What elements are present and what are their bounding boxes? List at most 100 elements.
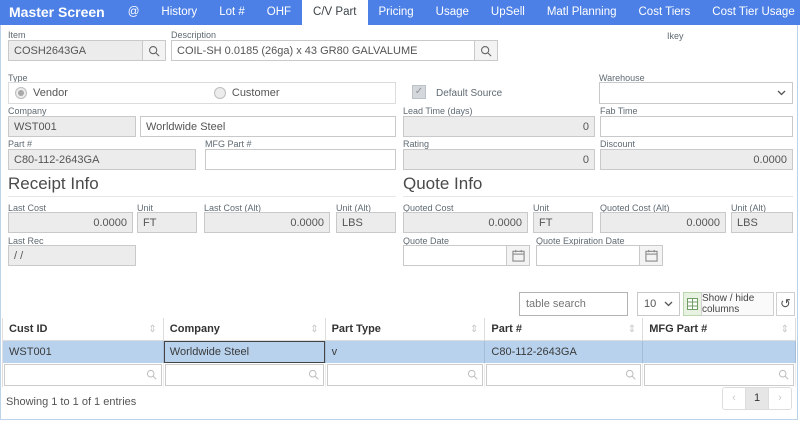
- cv-part-table: Cust ID ⇕ Company ⇕ Part Type ⇕ Part # ⇕ MFG…: [2, 318, 796, 387]
- cell-part-number[interactable]: C80-112-2643GA: [485, 341, 644, 363]
- filter-company-input[interactable]: [164, 364, 324, 386]
- last-cost-alt-input[interactable]: [204, 212, 330, 233]
- default-source-checkbox[interactable]: ✓: [412, 85, 426, 99]
- description-search-button[interactable]: [474, 40, 498, 61]
- calendar-icon: [511, 249, 525, 262]
- pagination-page-1-button[interactable]: 1: [745, 388, 769, 409]
- vendor-radio[interactable]: [15, 87, 27, 99]
- warehouse-select[interactable]: [599, 82, 793, 104]
- export-excel-button[interactable]: [683, 292, 702, 316]
- column-header-part-type[interactable]: Part Type ⇕: [325, 318, 486, 341]
- company-name-input[interactable]: [140, 116, 396, 137]
- sort-icon[interactable]: ⇕: [148, 323, 157, 335]
- table-entries-summary: Showing 1 to 1 of 1 entries: [6, 396, 137, 408]
- radio-dot: [18, 90, 24, 96]
- chevron-down-icon: [777, 90, 786, 96]
- rating-input[interactable]: [403, 149, 595, 170]
- unit-alt-input[interactable]: [336, 212, 396, 233]
- rating-label: Rating: [403, 139, 430, 149]
- item-input[interactable]: [8, 40, 142, 61]
- cell-company[interactable]: Worldwide Steel: [163, 341, 326, 363]
- last-cost-input[interactable]: [8, 212, 133, 233]
- unit-input[interactable]: [137, 212, 197, 233]
- quote-date-calendar-button[interactable]: [506, 245, 530, 266]
- filter-mfg-part-input[interactable]: [644, 364, 794, 386]
- last-cost-alt-label: Last Cost (Alt): [204, 203, 262, 213]
- tab-history[interactable]: History: [161, 6, 198, 18]
- filter-cust-id-input[interactable]: [4, 364, 162, 386]
- tab-at[interactable]: @: [127, 6, 140, 18]
- lead-time-label: Lead Time (days): [403, 106, 473, 116]
- search-icon: [468, 369, 478, 380]
- mfg-part-label: MFG Part #: [205, 139, 252, 149]
- show-hide-columns-button[interactable]: Show / hide columns: [701, 292, 774, 316]
- column-header-company[interactable]: Company ⇕: [163, 318, 326, 341]
- tab-matl-planning[interactable]: Matl Planning: [546, 6, 617, 18]
- sort-icon[interactable]: ⇕: [310, 323, 319, 335]
- excel-icon: [687, 298, 698, 310]
- sort-icon[interactable]: ⇕: [780, 323, 789, 335]
- quote-date-input[interactable]: [403, 245, 506, 266]
- quote-date-field-group: [403, 245, 530, 266]
- filter-part-type-input[interactable]: [326, 364, 484, 386]
- fab-time-input[interactable]: [600, 116, 793, 137]
- column-header-cust-id[interactable]: Cust ID ⇕: [3, 318, 164, 341]
- receipt-info-divider: [8, 196, 396, 197]
- refresh-icon: ↺: [780, 296, 791, 311]
- mfg-part-input[interactable]: [205, 149, 396, 170]
- pagination: ‹ 1 ›: [722, 387, 792, 410]
- table-search-input[interactable]: [519, 292, 628, 316]
- tab-pricing[interactable]: Pricing: [378, 6, 414, 18]
- cell-mfg-part-number[interactable]: [643, 341, 796, 363]
- column-header-mfg-part-number[interactable]: MFG Part # ⇕: [643, 318, 796, 341]
- quote-unit-label: Unit: [533, 203, 550, 213]
- last-rec-input[interactable]: [8, 245, 136, 266]
- tab-lot-number[interactable]: Lot #: [219, 6, 245, 18]
- search-icon: [308, 369, 319, 380]
- part-number-input[interactable]: [8, 149, 196, 170]
- customer-radio[interactable]: [213, 87, 226, 99]
- tab-cost-tiers[interactable]: Cost Tiers: [638, 6, 691, 18]
- company-code-input[interactable]: [8, 116, 136, 137]
- chevron-down-icon: [664, 301, 673, 307]
- quoted-cost-alt-input[interactable]: [600, 212, 726, 233]
- quote-expiration-date-input[interactable]: [536, 245, 639, 266]
- cell-part-type[interactable]: v: [325, 341, 486, 363]
- description-input[interactable]: [171, 40, 474, 61]
- filter-cell: [3, 363, 164, 387]
- filter-cell: [163, 363, 326, 387]
- filter-cell: [643, 363, 796, 387]
- pagination-next-button[interactable]: ›: [769, 388, 791, 409]
- quote-expiration-calendar-button[interactable]: [639, 245, 663, 266]
- tab-cost-tier-usage[interactable]: Cost Tier Usage: [712, 6, 795, 18]
- tab-ohf[interactable]: OHF: [266, 6, 292, 18]
- description-label: Description: [171, 30, 217, 40]
- page-size-select[interactable]: 10: [637, 292, 680, 316]
- unit-label: Unit: [137, 203, 154, 213]
- refresh-button[interactable]: ↺: [776, 292, 795, 316]
- tab-usage[interactable]: Usage: [435, 6, 469, 18]
- discount-label: Discount: [600, 139, 636, 149]
- sort-icon[interactable]: ⇕: [627, 323, 637, 335]
- tab-upsell[interactable]: UpSell: [490, 6, 525, 18]
- filter-part-number-input[interactable]: [486, 364, 642, 386]
- customer-radio-label: Customer: [231, 87, 280, 99]
- sort-icon[interactable]: ⇕: [470, 323, 479, 335]
- item-search-button[interactable]: [142, 40, 166, 61]
- quote-expiration-date-label: Quote Expiration Date: [536, 236, 625, 246]
- table-row-selected[interactable]: WST001 Worldwide Steel v C80-112-2643GA: [3, 341, 796, 363]
- pagination-prev-button[interactable]: ‹: [723, 388, 745, 409]
- table-filter-row: [3, 363, 796, 387]
- quote-unit-input[interactable]: [533, 212, 593, 233]
- quote-unit-alt-input[interactable]: [731, 212, 793, 233]
- tab-cv-part[interactable]: C/V Part: [302, 0, 368, 25]
- column-header-part-number[interactable]: Part # ⇕: [485, 318, 644, 341]
- lead-time-input[interactable]: [403, 116, 595, 137]
- discount-input[interactable]: [600, 149, 793, 170]
- item-field-group: [8, 40, 166, 61]
- description-field-group: [171, 40, 498, 61]
- cell-cust-id[interactable]: WST001: [3, 341, 164, 363]
- filter-cell: [325, 363, 486, 387]
- quoted-cost-input[interactable]: [403, 212, 528, 233]
